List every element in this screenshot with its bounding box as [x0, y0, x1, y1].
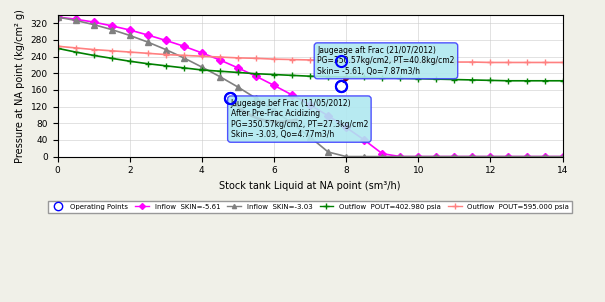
Outflow  POUT=402.980 psia	[108, 56, 116, 60]
Outflow  POUT=595.000 psia	[469, 60, 476, 64]
Inflow  SKIN=-3.03	[523, 155, 530, 158]
Line: Outflow  POUT=402.980 psia: Outflow POUT=402.980 psia	[54, 45, 566, 84]
Inflow  SKIN=-3.03	[559, 155, 566, 158]
Outflow  POUT=595.000 psia	[198, 54, 206, 58]
Outflow  POUT=595.000 psia	[451, 60, 458, 64]
Outflow  POUT=402.980 psia	[54, 47, 61, 50]
Line: Inflow  SKIN=-3.03: Inflow SKIN=-3.03	[54, 14, 566, 159]
Inflow  SKIN=-5.61	[451, 155, 458, 158]
Outflow  POUT=595.000 psia	[144, 52, 151, 55]
Inflow  SKIN=-5.61	[541, 155, 548, 158]
Inflow  SKIN=-5.61	[54, 15, 61, 19]
Inflow  SKIN=-5.61	[397, 155, 404, 158]
Inflow  SKIN=-3.03	[379, 155, 386, 158]
Outflow  POUT=595.000 psia	[541, 61, 548, 64]
Outflow  POUT=402.980 psia	[505, 79, 512, 83]
Inflow  SKIN=-5.61	[306, 103, 313, 107]
Outflow  POUT=595.000 psia	[126, 50, 133, 54]
Inflow  SKIN=-5.61	[216, 58, 223, 62]
Outflow  POUT=402.980 psia	[361, 76, 368, 79]
Outflow  POUT=402.980 psia	[397, 76, 404, 80]
Inflow  SKIN=-5.61	[469, 155, 476, 158]
Inflow  SKIN=-3.03	[270, 108, 278, 112]
Inflow  SKIN=-5.61	[198, 51, 206, 55]
Inflow  SKIN=-5.61	[162, 39, 169, 42]
Inflow  SKIN=-3.03	[306, 135, 313, 139]
Inflow  SKIN=-3.03	[397, 155, 404, 158]
Inflow  SKIN=-3.03	[289, 121, 296, 125]
Outflow  POUT=595.000 psia	[252, 56, 260, 60]
Outflow  POUT=595.000 psia	[306, 58, 313, 62]
Outflow  POUT=402.980 psia	[523, 79, 530, 83]
Outflow  POUT=402.980 psia	[451, 78, 458, 81]
Inflow  SKIN=-3.03	[144, 40, 151, 44]
Legend: Operating Points, Inflow  SKIN=-5.61, Inflow  SKIN=-3.03, Outflow  POUT=402.980 : Operating Points, Inflow SKIN=-5.61, Inf…	[48, 201, 572, 213]
Outflow  POUT=402.980 psia	[234, 71, 241, 74]
Outflow  POUT=595.000 psia	[433, 60, 440, 64]
Inflow  SKIN=-3.03	[198, 65, 206, 69]
Outflow  POUT=595.000 psia	[108, 49, 116, 53]
Inflow  SKIN=-5.61	[342, 126, 350, 129]
Inflow  SKIN=-5.61	[379, 152, 386, 156]
Inflow  SKIN=-5.61	[523, 155, 530, 158]
Inflow  SKIN=-5.61	[72, 17, 79, 21]
Outflow  POUT=402.980 psia	[487, 79, 494, 82]
Inflow  SKIN=-3.03	[72, 19, 79, 22]
Outflow  POUT=402.980 psia	[342, 75, 350, 79]
Outflow  POUT=595.000 psia	[559, 61, 566, 64]
Line: Outflow  POUT=595.000 psia: Outflow POUT=595.000 psia	[54, 43, 566, 66]
Outflow  POUT=595.000 psia	[54, 44, 61, 48]
Outflow  POUT=595.000 psia	[72, 46, 79, 50]
Inflow  SKIN=-3.03	[90, 23, 97, 26]
X-axis label: Stock tank Liquid at NA point (sm³/h): Stock tank Liquid at NA point (sm³/h)	[219, 181, 401, 191]
Outflow  POUT=402.980 psia	[90, 53, 97, 57]
Y-axis label: Pressure at NA point (kg/cm² g): Pressure at NA point (kg/cm² g)	[15, 9, 25, 163]
Inflow  SKIN=-3.03	[433, 155, 440, 158]
Outflow  POUT=402.980 psia	[559, 79, 566, 83]
Inflow  SKIN=-5.61	[234, 66, 241, 70]
Inflow  SKIN=-5.61	[180, 44, 188, 48]
Inflow  SKIN=-3.03	[126, 34, 133, 37]
Outflow  POUT=595.000 psia	[397, 60, 404, 63]
Inflow  SKIN=-3.03	[54, 15, 61, 19]
Inflow  SKIN=-5.61	[324, 114, 332, 117]
Inflow  SKIN=-3.03	[162, 48, 169, 51]
Line: Inflow  SKIN=-5.61: Inflow SKIN=-5.61	[54, 14, 566, 159]
Outflow  POUT=595.000 psia	[361, 59, 368, 63]
Inflow  SKIN=-5.61	[414, 155, 422, 158]
Outflow  POUT=595.000 psia	[379, 59, 386, 63]
Outflow  POUT=402.980 psia	[414, 77, 422, 81]
Outflow  POUT=402.980 psia	[144, 62, 151, 66]
Inflow  SKIN=-3.03	[252, 96, 260, 100]
Outflow  POUT=402.980 psia	[324, 75, 332, 79]
Outflow  POUT=402.980 psia	[270, 73, 278, 76]
Outflow  POUT=595.000 psia	[162, 53, 169, 56]
Inflow  SKIN=-3.03	[505, 155, 512, 158]
Outflow  POUT=595.000 psia	[270, 57, 278, 61]
Outflow  POUT=402.980 psia	[289, 74, 296, 77]
Inflow  SKIN=-5.61	[90, 20, 97, 24]
Inflow  SKIN=-5.61	[270, 84, 278, 87]
Outflow  POUT=402.980 psia	[126, 59, 133, 63]
Inflow  SKIN=-5.61	[252, 74, 260, 78]
Outflow  POUT=402.980 psia	[180, 66, 188, 70]
Outflow  POUT=595.000 psia	[505, 61, 512, 64]
Outflow  POUT=402.980 psia	[252, 72, 260, 76]
Text: Jaugeage aft Frac (21/07/2012)
PG=350.57kg/cm2, PT=40.8kg/cm2
Skin= -5.61, Qo=7.: Jaugeage aft Frac (21/07/2012) PG=350.57…	[317, 46, 454, 82]
Inflow  SKIN=-5.61	[559, 155, 566, 158]
Inflow  SKIN=-3.03	[414, 155, 422, 158]
Inflow  SKIN=-5.61	[505, 155, 512, 158]
Outflow  POUT=402.980 psia	[198, 68, 206, 72]
Text: Jaugeage bef Frac (11/05/2012)
After Pre-Frac Acidizing
PG=350.57kg/cm2, PT=27.3: Jaugeage bef Frac (11/05/2012) After Pre…	[231, 99, 368, 139]
Outflow  POUT=595.000 psia	[523, 61, 530, 64]
Outflow  POUT=402.980 psia	[216, 69, 223, 73]
Outflow  POUT=402.980 psia	[162, 64, 169, 68]
Outflow  POUT=595.000 psia	[216, 55, 223, 59]
Inflow  SKIN=-3.03	[324, 150, 332, 154]
Inflow  SKIN=-3.03	[180, 56, 188, 60]
Outflow  POUT=595.000 psia	[289, 58, 296, 61]
Inflow  SKIN=-3.03	[342, 155, 350, 158]
Inflow  SKIN=-3.03	[487, 155, 494, 158]
Inflow  SKIN=-5.61	[289, 93, 296, 97]
Inflow  SKIN=-5.61	[126, 28, 133, 32]
